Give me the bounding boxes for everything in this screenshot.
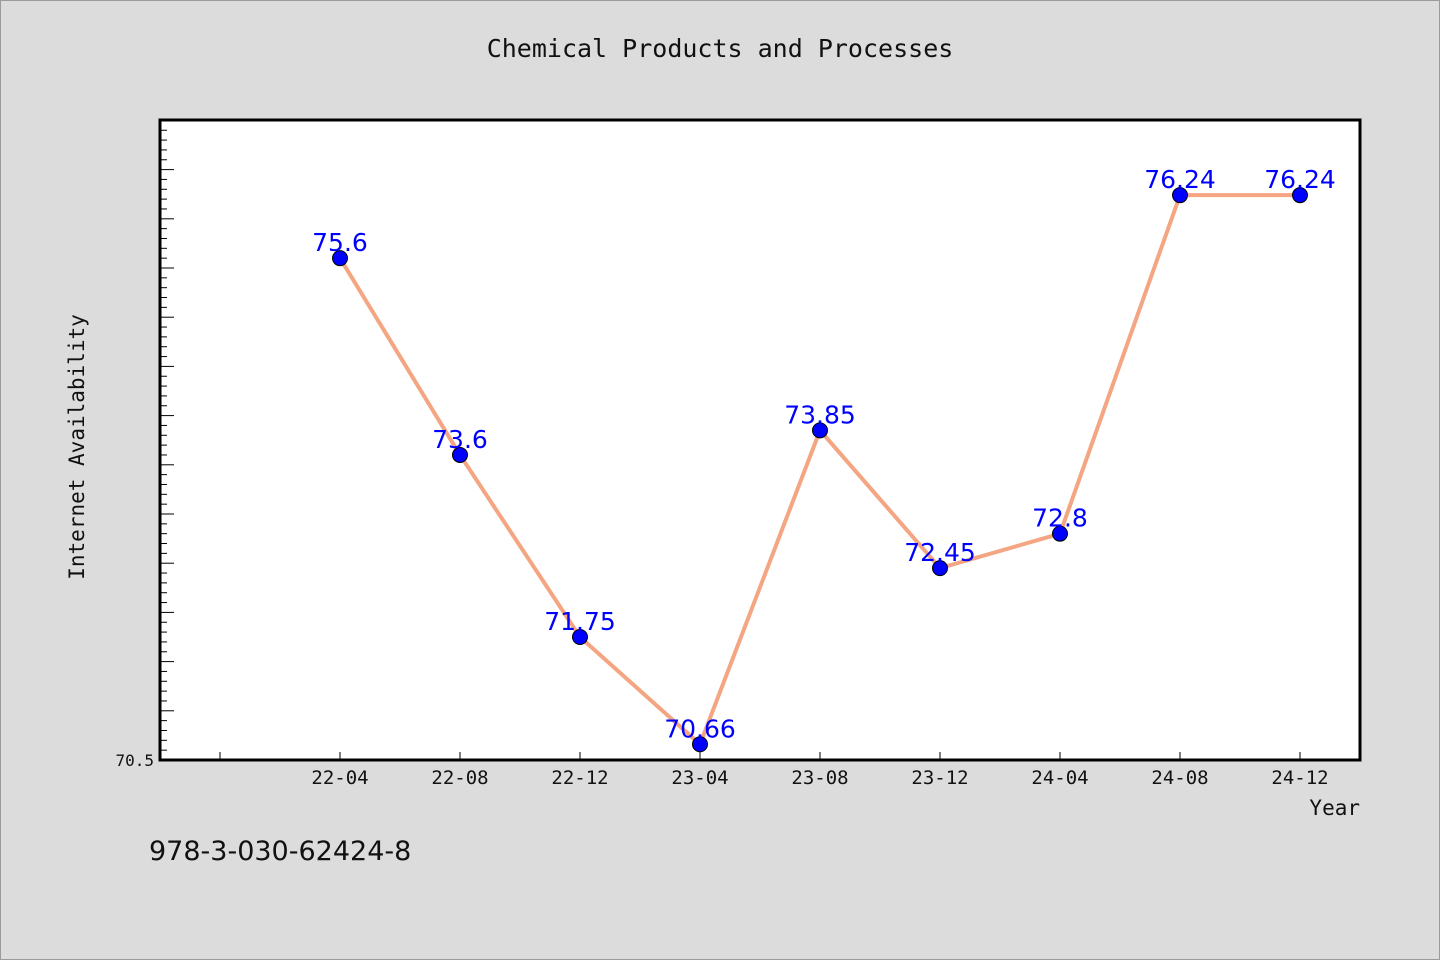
data-label: 75.6 [312, 228, 368, 257]
x-tick-label: 24-12 [1271, 767, 1328, 789]
x-tick-label: 23-04 [671, 767, 728, 789]
data-label: 76.24 [1264, 165, 1336, 194]
data-label: 72.45 [904, 538, 976, 567]
data-label: 73.6 [432, 425, 488, 454]
data-point [1292, 187, 1308, 204]
data-label: 76.24 [1144, 165, 1216, 194]
data-point [332, 250, 348, 267]
data-label: 73.85 [784, 400, 856, 429]
x-tick-label: 23-08 [791, 767, 848, 789]
data-point [812, 422, 828, 439]
data-point [692, 736, 708, 753]
y-tick-label: 70.5 [115, 751, 154, 770]
data-label: 72.8 [1032, 504, 1088, 533]
plot-area [158, 118, 1362, 762]
data-label: 70.66 [664, 714, 736, 743]
data-point [572, 629, 588, 645]
footer-isbn-text: 978-3-030-62424-8 [149, 836, 412, 867]
x-tick-label: 22-08 [431, 767, 488, 789]
chart-title: Chemical Products and Processes [486, 34, 954, 63]
x-tick-label: 22-12 [551, 767, 608, 789]
data-label: 71.75 [544, 607, 616, 636]
data-point [932, 560, 948, 577]
x-tick-label: 22-04 [311, 767, 368, 789]
x-axis-label: Year [1309, 796, 1360, 820]
x-tick-label: 23-12 [911, 767, 968, 789]
data-point [1172, 187, 1188, 204]
data-point [452, 446, 468, 463]
data-point [1052, 525, 1068, 542]
x-tick-label: 24-08 [1151, 767, 1208, 789]
x-tick-label: 24-04 [1031, 767, 1088, 789]
